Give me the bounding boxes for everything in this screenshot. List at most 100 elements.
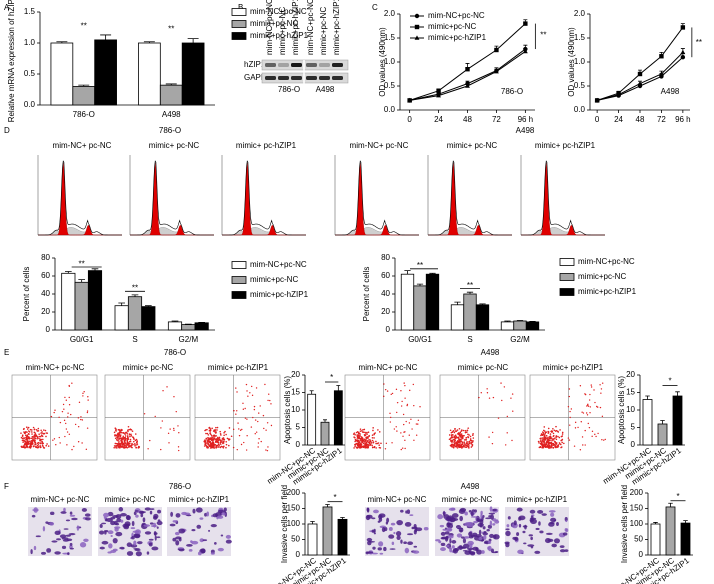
dot (356, 446, 358, 449)
dot (468, 434, 470, 436)
error-bar (171, 320, 179, 322)
invasion-cell (550, 517, 557, 523)
dot (549, 439, 551, 442)
dot (411, 428, 413, 430)
marker (523, 21, 528, 26)
dot (257, 446, 259, 448)
invasion-cell (371, 552, 378, 555)
hist-red (130, 162, 214, 236)
invasion-cell (63, 507, 66, 512)
invasion-cell (217, 509, 225, 514)
invasion-cell (518, 523, 522, 528)
invasion-cell (210, 524, 217, 528)
invasion-cell (468, 509, 472, 513)
invasion-cell (56, 538, 61, 541)
dot (232, 446, 235, 449)
dot (113, 431, 116, 434)
dot (212, 435, 215, 437)
invasion-cell (214, 541, 217, 545)
annotation: ** (696, 38, 702, 47)
dot (126, 437, 129, 440)
dot (540, 440, 543, 443)
dot (400, 448, 402, 451)
dot (358, 443, 361, 446)
dot (354, 445, 356, 448)
dot (257, 420, 259, 423)
dot (219, 432, 222, 435)
y-tick-label: 0 (631, 440, 636, 449)
marker (465, 67, 470, 72)
invasion-cell (406, 533, 414, 536)
dot (66, 444, 68, 446)
dot (541, 433, 544, 436)
dot (463, 434, 465, 437)
invasion-cell (69, 542, 73, 546)
dot (216, 429, 218, 431)
dot (134, 439, 137, 442)
invasion-cell (140, 513, 144, 518)
dot (208, 440, 211, 443)
dot (599, 406, 602, 409)
invasion-cell (197, 551, 202, 556)
dot (366, 439, 368, 442)
dot (130, 433, 132, 436)
invasion-cell (116, 518, 122, 523)
invasion-cell (389, 548, 396, 550)
dot (215, 426, 217, 429)
dot (37, 442, 40, 444)
dot (364, 439, 367, 441)
y-tick-label: 80 (41, 253, 50, 262)
blot-band (278, 63, 289, 67)
invasion-cell (439, 524, 445, 528)
invasion-cell (488, 512, 496, 515)
invasion-cell (60, 511, 67, 514)
dot (594, 401, 596, 404)
marker (680, 25, 686, 30)
dot (462, 445, 464, 448)
invasion-cell (156, 526, 159, 530)
dot (452, 439, 455, 441)
dot (404, 397, 406, 399)
dot (453, 441, 455, 443)
invasion-cell (115, 522, 120, 526)
dot (54, 409, 56, 411)
invasion-cell (396, 535, 401, 540)
dot (559, 443, 562, 446)
dot (122, 442, 124, 444)
dot (236, 448, 238, 451)
bar (672, 395, 683, 446)
dot (28, 438, 30, 440)
dot (21, 446, 23, 448)
dot (391, 442, 393, 444)
blot-band (319, 76, 330, 80)
dot (457, 445, 460, 448)
invasion-cell (505, 530, 511, 537)
dot (206, 432, 209, 435)
dot (213, 437, 215, 439)
dot (472, 433, 474, 435)
legend-label: mimic+pc-NC (250, 275, 298, 284)
dot (460, 433, 462, 436)
legend-swatch (231, 261, 247, 269)
invasion-cell (373, 509, 379, 514)
dot (32, 437, 34, 440)
invasion-cell (556, 522, 559, 526)
dot (410, 418, 412, 421)
dot (215, 440, 218, 442)
dot (30, 443, 32, 446)
dot (372, 441, 375, 444)
invasion-cell (33, 545, 37, 551)
dot (588, 426, 591, 429)
dot (212, 441, 215, 444)
dot (39, 438, 42, 441)
dot (225, 440, 228, 443)
x-tick-label: 786-O (73, 110, 95, 119)
dot (360, 443, 363, 446)
dot (554, 430, 557, 432)
marker (659, 71, 664, 76)
dot (408, 434, 410, 436)
dot (406, 403, 409, 406)
dot (551, 430, 553, 432)
dot (389, 412, 391, 415)
dot (466, 444, 468, 447)
